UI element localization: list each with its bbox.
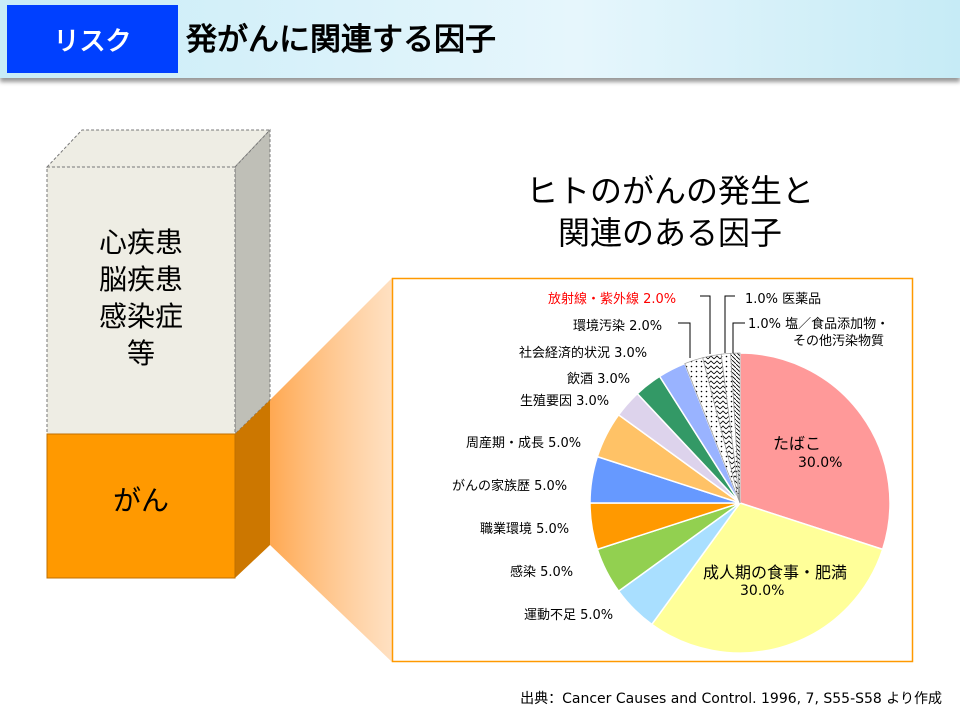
slice-label: その他汚染物質 <box>793 334 885 349</box>
slice-label: がんの家族歴 5.0% <box>452 479 568 494</box>
slice-label: 社会経済的状況 3.0% <box>519 346 648 361</box>
slice-label: 職業環境 5.0% <box>480 522 570 537</box>
pie-slice <box>739 352 891 551</box>
box-top <box>45 129 272 168</box>
box-front-cancer <box>46 433 236 579</box>
chart-title: ヒトのがんの発生と 関連のある因子 <box>460 170 880 254</box>
leader-lines <box>678 295 745 358</box>
slice-label: 運動不足 5.0% <box>524 608 614 623</box>
slice-label: 1.0% 塩／食品添加物・ <box>748 317 890 332</box>
slice-value: 30.0% <box>798 455 843 471</box>
category-tag: リスク <box>7 5 178 73</box>
pie-slice <box>650 502 884 654</box>
slice-label: 生殖要因 3.0% <box>520 394 610 409</box>
slice-label: 成人期の食事・肥満 <box>703 563 848 582</box>
box-item: 感染症 <box>98 300 183 333</box>
slice-label: 環境汚染 2.0% <box>573 319 663 334</box>
box-side <box>234 128 271 436</box>
pie-slice <box>730 352 741 504</box>
chart-title-line: 関連のある因子 <box>557 214 782 252</box>
box-front <box>46 166 236 435</box>
source-note: 出典：Cancer Causes and Control. 1996, 7, S… <box>520 691 942 707</box>
slice-label: 感染 5.0% <box>510 565 574 580</box>
slice-label: たばこ <box>773 434 822 453</box>
slice-value: 30.0% <box>740 583 785 599</box>
box-upper-text: 心疾患 脳疾患 感染症 等 <box>47 224 235 372</box>
header-bar: リスク 発がんに関連する因子 <box>0 0 960 78</box>
box-lower-text: がん <box>112 484 169 517</box>
page-title: 発がんに関連する因子 <box>186 22 496 58</box>
box-item: 等 <box>126 337 155 370</box>
box-item: 脳疾患 <box>98 263 183 296</box>
funnel <box>270 278 392 662</box>
slice-label-highlight: 放射線・紫外線 2.0% <box>548 292 677 307</box>
slice-label: 周産期・成長 5.0% <box>466 436 582 451</box>
chart-title-line: ヒトのがんの発生と <box>525 172 814 210</box>
slice-label: 1.0% 医薬品 <box>745 292 822 307</box>
box-item: 心疾患 <box>98 226 183 259</box>
pie-chart <box>589 352 891 654</box>
box-side-cancer <box>235 400 270 578</box>
slice-label: 飲酒 3.0% <box>567 372 631 387</box>
